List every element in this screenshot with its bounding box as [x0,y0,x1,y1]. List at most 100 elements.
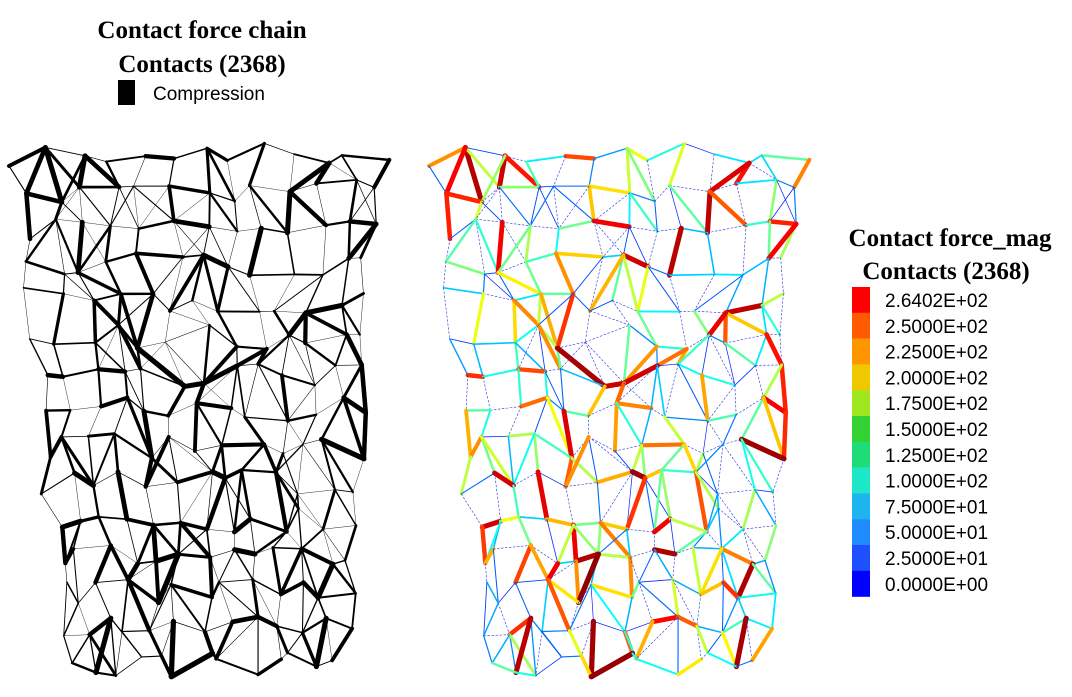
contact-chain [575,551,601,606]
contact-chain [104,224,112,264]
contact-chain [472,341,517,345]
contact-chain [233,549,254,581]
contact-chain [464,408,473,459]
contact-chain [227,160,235,202]
contact-chain [589,310,630,326]
contact-chain [655,346,689,368]
contact-chain [598,520,629,532]
contact-chain [742,528,766,561]
contact-chain [244,416,289,422]
contact-chain [706,651,738,668]
contact-chain [706,413,738,422]
contact-chain [97,515,113,547]
contact-chain [629,469,648,481]
contact-chain [588,618,597,680]
contact-chain [516,367,548,374]
contact-chain [77,582,96,604]
contact-chain [625,146,632,195]
contact-chain [125,561,141,583]
contact-chain [23,287,30,340]
contact-chain [635,616,679,660]
contact-chain [509,634,517,674]
contact-chain [218,549,236,583]
contact-chain [96,367,128,374]
contact-chain [709,153,715,192]
contact-chain [246,225,264,278]
contact-chain [497,272,515,301]
contact-chain [289,153,295,192]
contact-chain [737,596,747,620]
contact-chain [721,597,739,634]
contact-chain [545,561,561,583]
contact-chain [41,493,63,528]
contact-chain [481,201,503,223]
contact-chain [518,324,539,370]
contact-chain [272,546,303,550]
contact-chain [541,578,549,633]
contact-chain [348,257,361,259]
contact-chain [66,581,80,604]
contact-chain [553,155,566,187]
contact-chain [742,224,747,276]
contact-chain [708,334,736,386]
contact-chain [137,219,176,230]
contact-chain [506,432,536,438]
contact-chain [315,561,336,601]
contact-chain [208,191,239,233]
contact-chain [287,384,316,422]
contact-chain [647,266,671,276]
contact-chain [301,597,319,634]
contact-chain [285,507,300,533]
contact-chain [626,528,655,533]
contact-chain [139,367,186,388]
contact-chain [200,252,231,270]
contact-chain [724,334,767,344]
contact-chain [512,432,536,487]
contact-chain [45,374,49,411]
contact-chain [514,582,532,619]
contact-chain [136,560,157,565]
contact-chain [230,365,238,409]
colorbar-label: 2.5000E+02 [885,317,988,338]
contact-chain [286,651,318,668]
contact-chain [251,578,260,619]
contact-chain [650,365,658,409]
contact-chain [145,482,178,487]
colorbar-swatch [852,545,870,571]
contact-chain [706,231,716,276]
contact-chain [525,160,541,189]
contact-chain [136,523,155,566]
contact-chain [109,185,135,227]
contact-chain [231,516,253,535]
contact-chain [754,488,777,527]
contact-chain [553,185,595,222]
contact-chain [149,621,174,631]
contact-chain [443,287,450,340]
contact-chain [297,493,324,530]
contact-chain [77,272,95,301]
contact-chain [677,333,711,366]
contact-chain [563,153,597,161]
contact-chain [629,557,640,583]
contact-chain [716,493,720,510]
contact-chain [134,345,188,390]
contact-chain [92,298,98,345]
contact-chain [297,444,304,495]
contact-chain [565,482,598,487]
contact-chain [341,257,350,307]
contact-chain [94,341,126,373]
contact-chain [545,577,572,633]
contact-chain [86,432,116,438]
contact-chain [502,153,542,190]
contact-chain [702,420,709,454]
contact-chain [248,273,296,277]
contact-chain [82,222,107,263]
contact-chain [651,516,673,535]
contact-chain [227,266,251,276]
contact-chain [779,334,782,366]
contact-chain [525,155,567,163]
contact-chain [481,435,509,438]
contact-chain [169,256,184,312]
contact-chain [554,227,560,255]
contact-chain [317,596,327,620]
